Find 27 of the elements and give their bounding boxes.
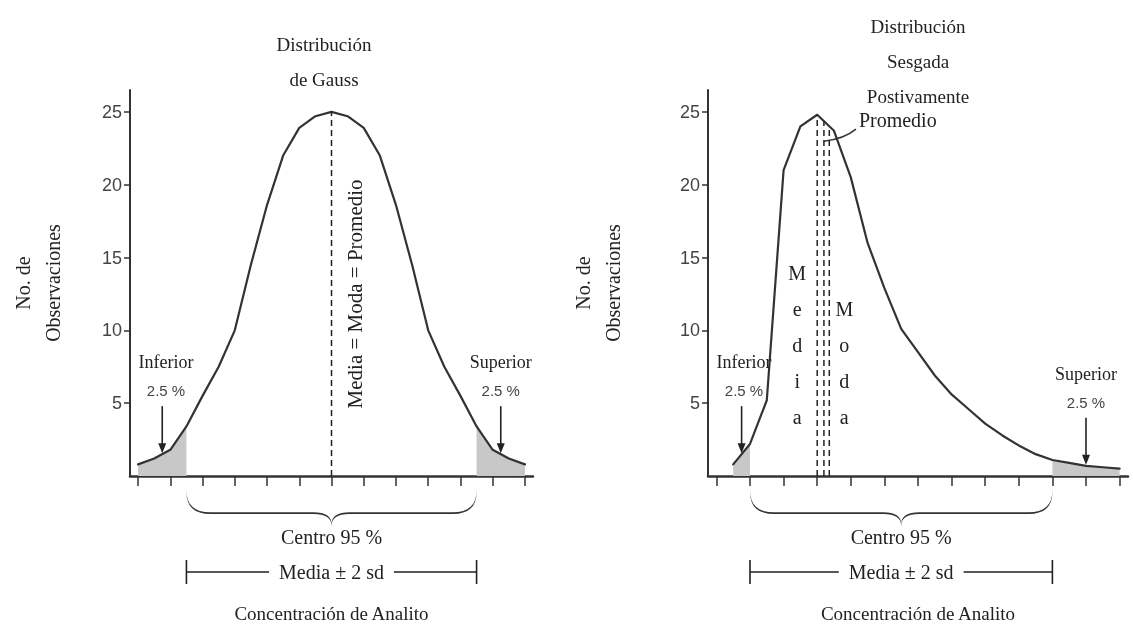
y-tick-label: 5 (689, 393, 700, 414)
y-axis-title: No. de Observaciones (572, 223, 624, 342)
y-tick-label: 20 (679, 174, 700, 195)
annotation: Media (788, 262, 807, 428)
annotation: Superior 2.5 % (1055, 363, 1117, 411)
x-axis-title: Concentración de Analito (234, 603, 429, 624)
y-tick-label: 20 (101, 174, 122, 195)
x-axis-title: Concentración de Analito (820, 603, 1016, 624)
annotation: Superior 2.5 % (469, 352, 532, 400)
text: Media ± 2 sd (279, 561, 384, 583)
y-tick-label: 5 (111, 393, 122, 414)
y-tick-label: 15 (679, 247, 700, 268)
annotation: Inferior 2.5 % (138, 352, 194, 400)
annotation: Promedio (858, 109, 937, 132)
y-tick-label: 25 (679, 101, 700, 122)
y-tick-label: 10 (679, 320, 700, 341)
text: Centro 95 % (850, 526, 952, 548)
y-tick-label: 25 (101, 101, 122, 122)
chart-title: Distribución de Gauss (276, 34, 372, 90)
text: Media ± 2 sd (848, 561, 954, 583)
chart-title: Distribución Sesgada Postivamente (866, 16, 970, 107)
text: Centro 95 % (280, 526, 383, 548)
y-tick-label: 15 (101, 247, 122, 268)
y-axis-title: No. de Observaciones (12, 223, 64, 342)
annotation: Media = Moda = Promedio (342, 179, 367, 409)
annotation: Moda (835, 298, 854, 428)
y-tick-label: 10 (101, 320, 122, 341)
